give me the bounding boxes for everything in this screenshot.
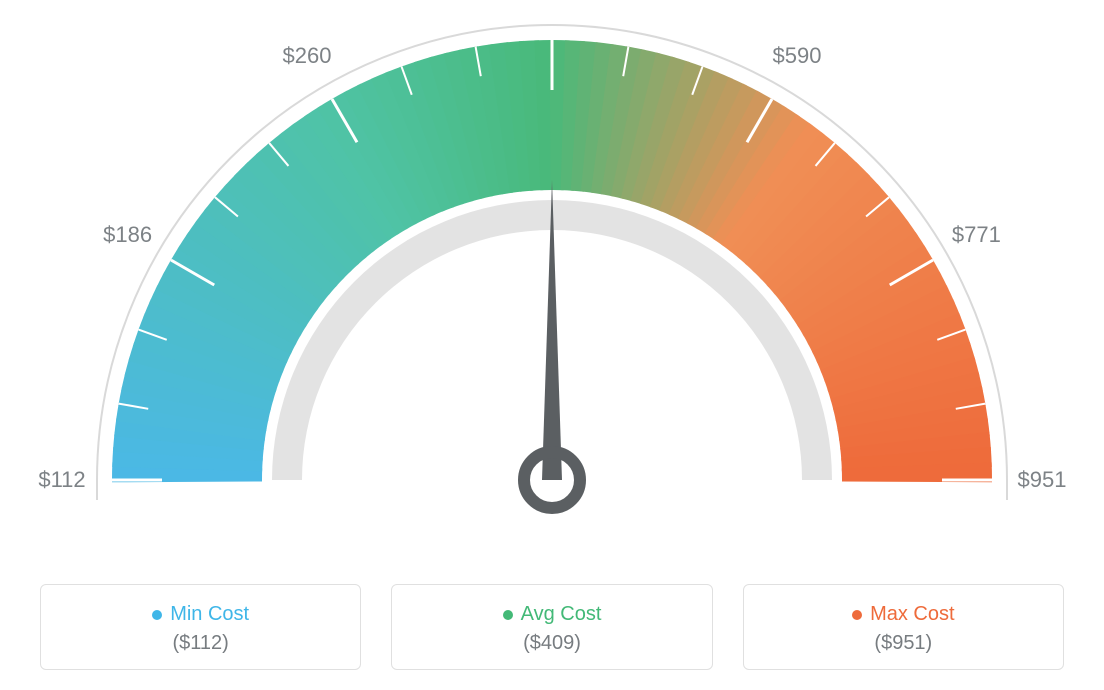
- legend-max-box: Max Cost ($951): [743, 584, 1064, 670]
- legend-min-label: Min Cost: [170, 603, 249, 626]
- legend-avg-box: Avg Cost ($409): [391, 584, 712, 670]
- legend-avg-label: Avg Cost: [521, 603, 602, 626]
- gauge-infographic: $112 $186 $260 $409 $590 $771 $951 Min Cost ($…: [0, 0, 1104, 690]
- gauge-chart: $112 $186 $260 $409 $590 $771 $951: [0, 0, 1104, 570]
- gauge-tick-label: $260: [283, 43, 332, 69]
- gauge-tick-label: $409: [528, 0, 577, 3]
- gauge-tick-label: $112: [38, 467, 85, 493]
- legend-min-value: ($112): [51, 632, 350, 655]
- legend-avg-title: Avg Cost: [402, 603, 701, 626]
- legend-avg-dot: [503, 610, 513, 620]
- legend-min-title: Min Cost: [51, 603, 350, 626]
- legend-min-box: Min Cost ($112): [40, 584, 361, 670]
- gauge-tick-label: $186: [103, 222, 152, 248]
- legend-max-value: ($951): [754, 632, 1053, 655]
- legend-max-dot: [852, 610, 862, 620]
- gauge-tick-label: $771: [952, 222, 1001, 248]
- legend-max-label: Max Cost: [870, 603, 954, 626]
- legend-max-title: Max Cost: [754, 603, 1053, 626]
- legend-min-dot: [152, 610, 162, 620]
- gauge-tick-label: $590: [773, 43, 822, 69]
- gauge-svg: [0, 0, 1104, 570]
- gauge-tick-label: $951: [1018, 467, 1067, 493]
- legend-row: Min Cost ($112) Avg Cost ($409) Max Cost…: [40, 584, 1064, 670]
- legend-avg-value: ($409): [402, 632, 701, 655]
